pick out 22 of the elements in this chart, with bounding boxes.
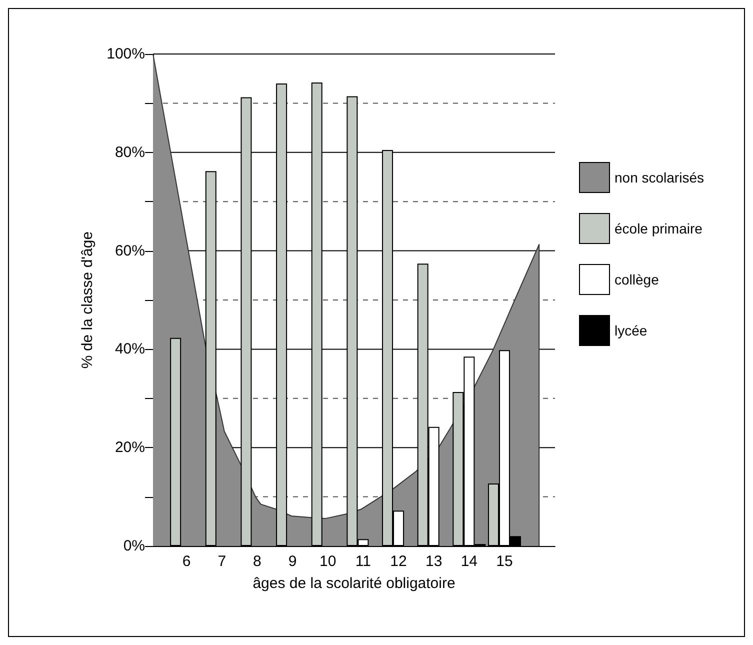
y-axis-title: % de la classe d'âge [79, 231, 96, 369]
x-tick-label: 8 [253, 553, 262, 570]
y-tick-label: 60% [114, 242, 145, 260]
y-tick-label: 40% [114, 340, 145, 358]
legend-label: collège [614, 272, 660, 288]
x-tick-label: 7 [218, 553, 226, 570]
y-tick-label: 100% [106, 46, 145, 62]
x-tick-label: 13 [425, 553, 442, 570]
legend-label: lycée [614, 322, 648, 338]
x-tick-label: 15 [496, 553, 513, 570]
x-tick-label: 9 [288, 553, 297, 570]
legend-label: non scolarisés [614, 170, 704, 186]
x-tick-label: 6 [182, 553, 191, 570]
x-tick-label: 12 [390, 553, 407, 570]
x-tick-label: 10 [320, 553, 336, 570]
y-tick-label: 0% [123, 538, 145, 554]
x-tick-label: 11 [355, 553, 371, 570]
x-tick-label: 14 [460, 553, 478, 570]
legend-label: école primaire [614, 220, 703, 236]
x-axis-title: âges de la scolarité obligatoire [252, 575, 456, 592]
y-tick-label: 80% [114, 144, 145, 161]
y-tick-label: 20% [114, 439, 145, 456]
